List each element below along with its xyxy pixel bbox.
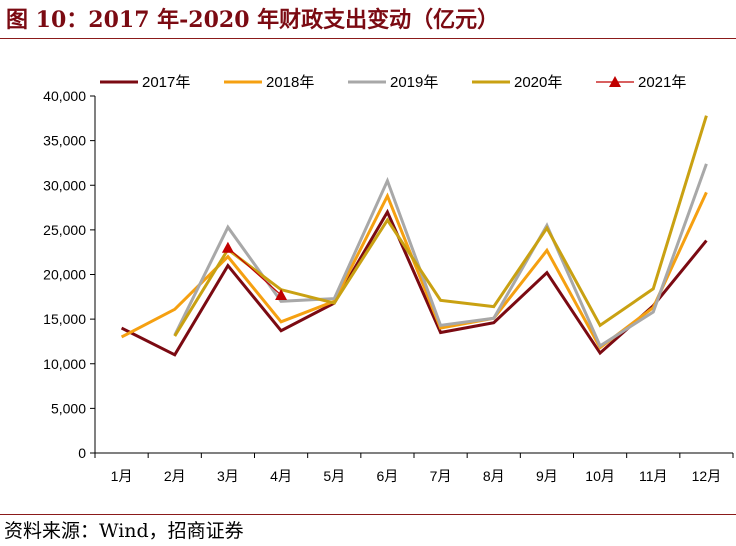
legend-label: 2017年	[142, 74, 190, 91]
series-line	[173, 115, 708, 337]
legend-item: 2019年	[348, 74, 438, 91]
series-2019年	[173, 163, 708, 349]
legend-label: 2021年	[638, 74, 686, 91]
x-tick-label: 2月	[164, 468, 186, 484]
data-point	[275, 289, 288, 301]
x-tick-label: 1月	[111, 468, 133, 484]
x-tick-label: 4月	[270, 468, 292, 484]
source-note: 资料来源：Wind，招商证券	[4, 520, 244, 542]
x-tick-label: 7月	[430, 468, 452, 484]
data-point	[221, 241, 234, 253]
y-tick-label: 10,000	[43, 356, 86, 372]
series-line	[120, 208, 708, 357]
source-divider	[0, 514, 736, 515]
series-2021年	[221, 241, 288, 301]
x-tick-label: 9月	[536, 468, 558, 484]
chart-title: 图 10：2017 年-2020 年财政支出变动（亿元）	[6, 7, 500, 33]
series-2020年	[173, 115, 708, 337]
title-divider	[0, 38, 736, 39]
y-tick-label: 25,000	[43, 222, 86, 238]
y-tick-label: 35,000	[43, 133, 86, 149]
legend: 2017年 2018年 2019年 2020年 2021年	[100, 74, 686, 91]
x-tick-label: 10月	[585, 468, 615, 484]
legend-item: 2021年	[596, 74, 686, 91]
series-line	[173, 163, 708, 349]
axes: 0 5,000 10,000 15,000 20,000 25,000 30,000 35,0…	[43, 88, 734, 484]
x-tick-label: 8月	[483, 468, 505, 484]
y-tick-label: 0	[78, 445, 86, 461]
y-tick-label: 5,000	[51, 400, 86, 416]
series-line	[227, 247, 282, 296]
x-tick-label: 5月	[323, 468, 345, 484]
x-tick-label: 12月	[692, 468, 722, 484]
x-tick-label: 6月	[377, 468, 399, 484]
series-group	[120, 115, 708, 357]
series-2017年	[120, 208, 708, 357]
y-tick-label: 30,000	[43, 177, 86, 193]
legend-label: 2020年	[514, 74, 562, 91]
legend-item: 2020年	[472, 74, 562, 91]
y-tick-label: 40,000	[43, 88, 86, 104]
legend-item: 2017年	[100, 74, 190, 91]
legend-label: 2018年	[266, 74, 314, 91]
x-tick-label: 11月	[639, 468, 668, 484]
legend-item: 2018年	[224, 74, 314, 91]
y-tick-label: 20,000	[43, 267, 86, 283]
legend-label: 2019年	[390, 74, 438, 91]
x-tick-label: 3月	[217, 468, 239, 484]
y-tick-label: 15,000	[43, 311, 86, 327]
legend-marker	[609, 76, 621, 87]
